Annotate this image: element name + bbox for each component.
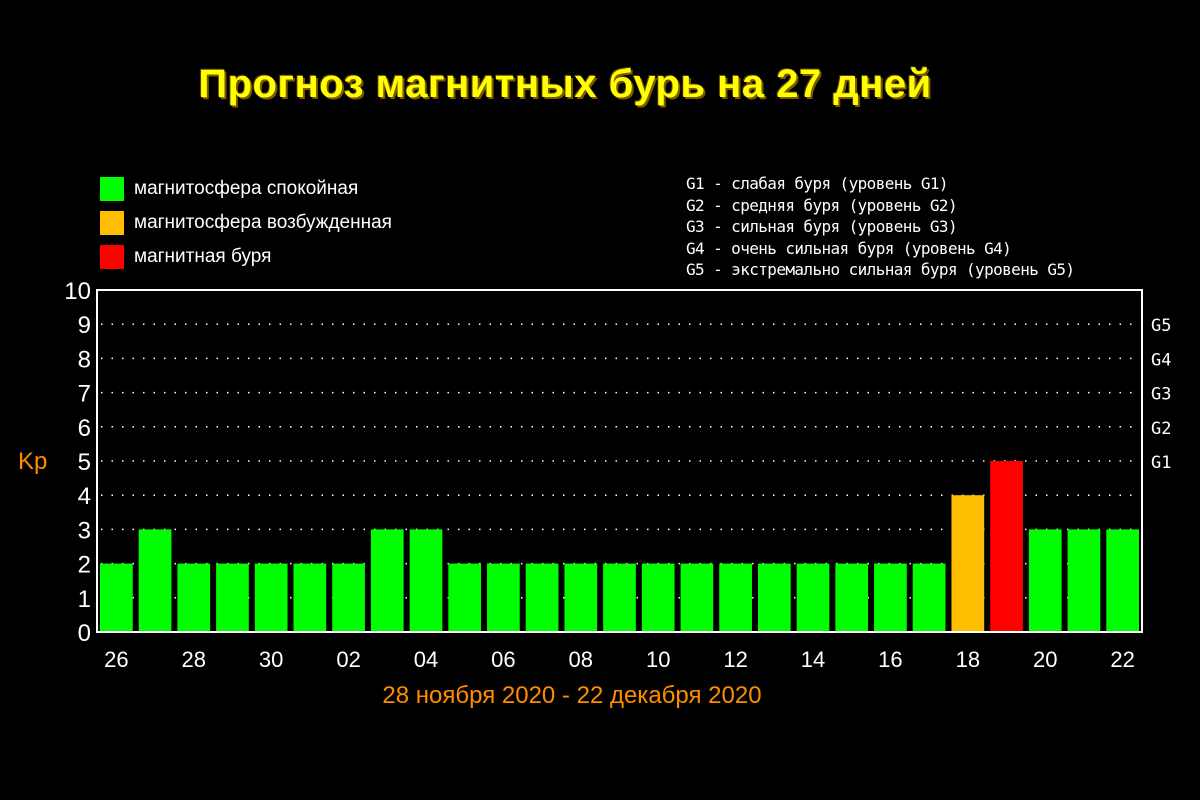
y-tick-label: 4 [78,483,91,510]
bar-14 [796,563,830,632]
g-level-label: G1 [1151,453,1171,473]
x-tick-label: 10 [646,647,670,672]
g-level-label: G5 [1151,316,1171,336]
y-tick-label: 7 [78,381,91,408]
g-legend-line: G1 - слабая буря (уровень G1) [686,174,949,193]
bar-16 [874,563,907,632]
x-tick-label: 22 [1110,647,1134,672]
bar-03 [370,529,404,632]
y-tick-label: 6 [78,415,91,442]
bar-12 [719,563,752,632]
legend-label: магнитосфера спокойная [134,178,359,199]
y-tick-label: 5 [78,449,91,476]
x-tick-label: 14 [801,647,825,672]
bar-20 [1028,529,1062,632]
legend-item-storm: магнитная буря [100,240,392,274]
bar-21 [1067,529,1101,632]
bar-18 [951,495,985,632]
g-level-label: G2 [1151,419,1171,439]
x-tick-label: 16 [878,647,902,672]
y-tick-label: 3 [78,517,91,544]
legend-item-quiet: магнитосфера спокойная [100,172,392,206]
bar-17 [912,563,946,632]
bar-08 [564,563,598,632]
g-legend-line: G2 - средняя буря (уровень G2) [686,195,958,215]
g-level-legend: G1 - слабая буря (уровень G1) G2 - средн… [686,173,1075,281]
y-tick-label: 1 [78,586,91,613]
x-tick-label: 28 [182,647,206,672]
y-tick-label: 2 [78,552,91,579]
bar-04 [409,529,443,632]
bar-22 [1106,529,1139,632]
bar-28 [177,563,211,632]
y-axis-label: Kp [18,448,48,475]
legend-item-excited: магнитосфера возбужденная [100,206,392,240]
y-tick-label: 8 [78,346,91,373]
y-tick-label: 0 [78,620,91,647]
x-tick-label: 02 [336,647,360,672]
bar-02 [332,563,365,632]
g-level-label: G4 [1151,350,1171,370]
bar-10 [641,563,675,632]
bar-19 [990,461,1023,632]
plot-frame [96,289,1143,633]
g-legend-line: G5 - экстремально сильная буря (уровень … [686,260,1075,279]
y-tick-label: 10 [64,278,91,305]
y-tick-label: 9 [78,312,91,339]
bar-30 [254,563,288,632]
legend-label: магнитосфера возбужденная [134,212,392,233]
x-tick-label: 12 [723,647,747,672]
x-tick-label: 30 [259,647,283,672]
bar-05 [448,563,482,632]
bar-26 [100,563,133,632]
bar-09 [603,563,636,632]
g-legend-line: G3 - сильная буря (уровень G3) [686,217,958,236]
legend-swatch-storm [100,245,124,269]
legend-swatch-excited [100,211,124,235]
bar-11 [680,563,714,632]
x-tick-label: 26 [104,647,128,672]
bar-13 [757,563,791,632]
bar-29 [216,563,249,632]
legend-swatch-quiet [100,177,124,201]
x-tick-label: 18 [956,647,980,672]
g-level-label: G3 [1151,385,1171,405]
x-tick-label: 08 [569,647,593,672]
chart-title: Прогноз магнитных бурь на 27 дней [198,62,932,106]
bar-07 [525,563,559,632]
bar-01 [293,563,327,632]
bar-15 [835,563,869,632]
x-tick-label: 06 [491,647,515,672]
g-legend-line: G4 - очень сильная буря (уровень G4) [686,238,1012,258]
legend-label: магнитная буря [134,246,272,267]
x-tick-label: 20 [1033,647,1057,672]
legend: магнитосфера спокойная магнитосфера возб… [100,172,392,274]
x-tick-label: 04 [414,647,438,672]
bar-27 [138,529,172,632]
date-range: 28 ноября 2020 - 22 декабря 2020 [382,682,762,709]
bar-06 [487,563,520,632]
